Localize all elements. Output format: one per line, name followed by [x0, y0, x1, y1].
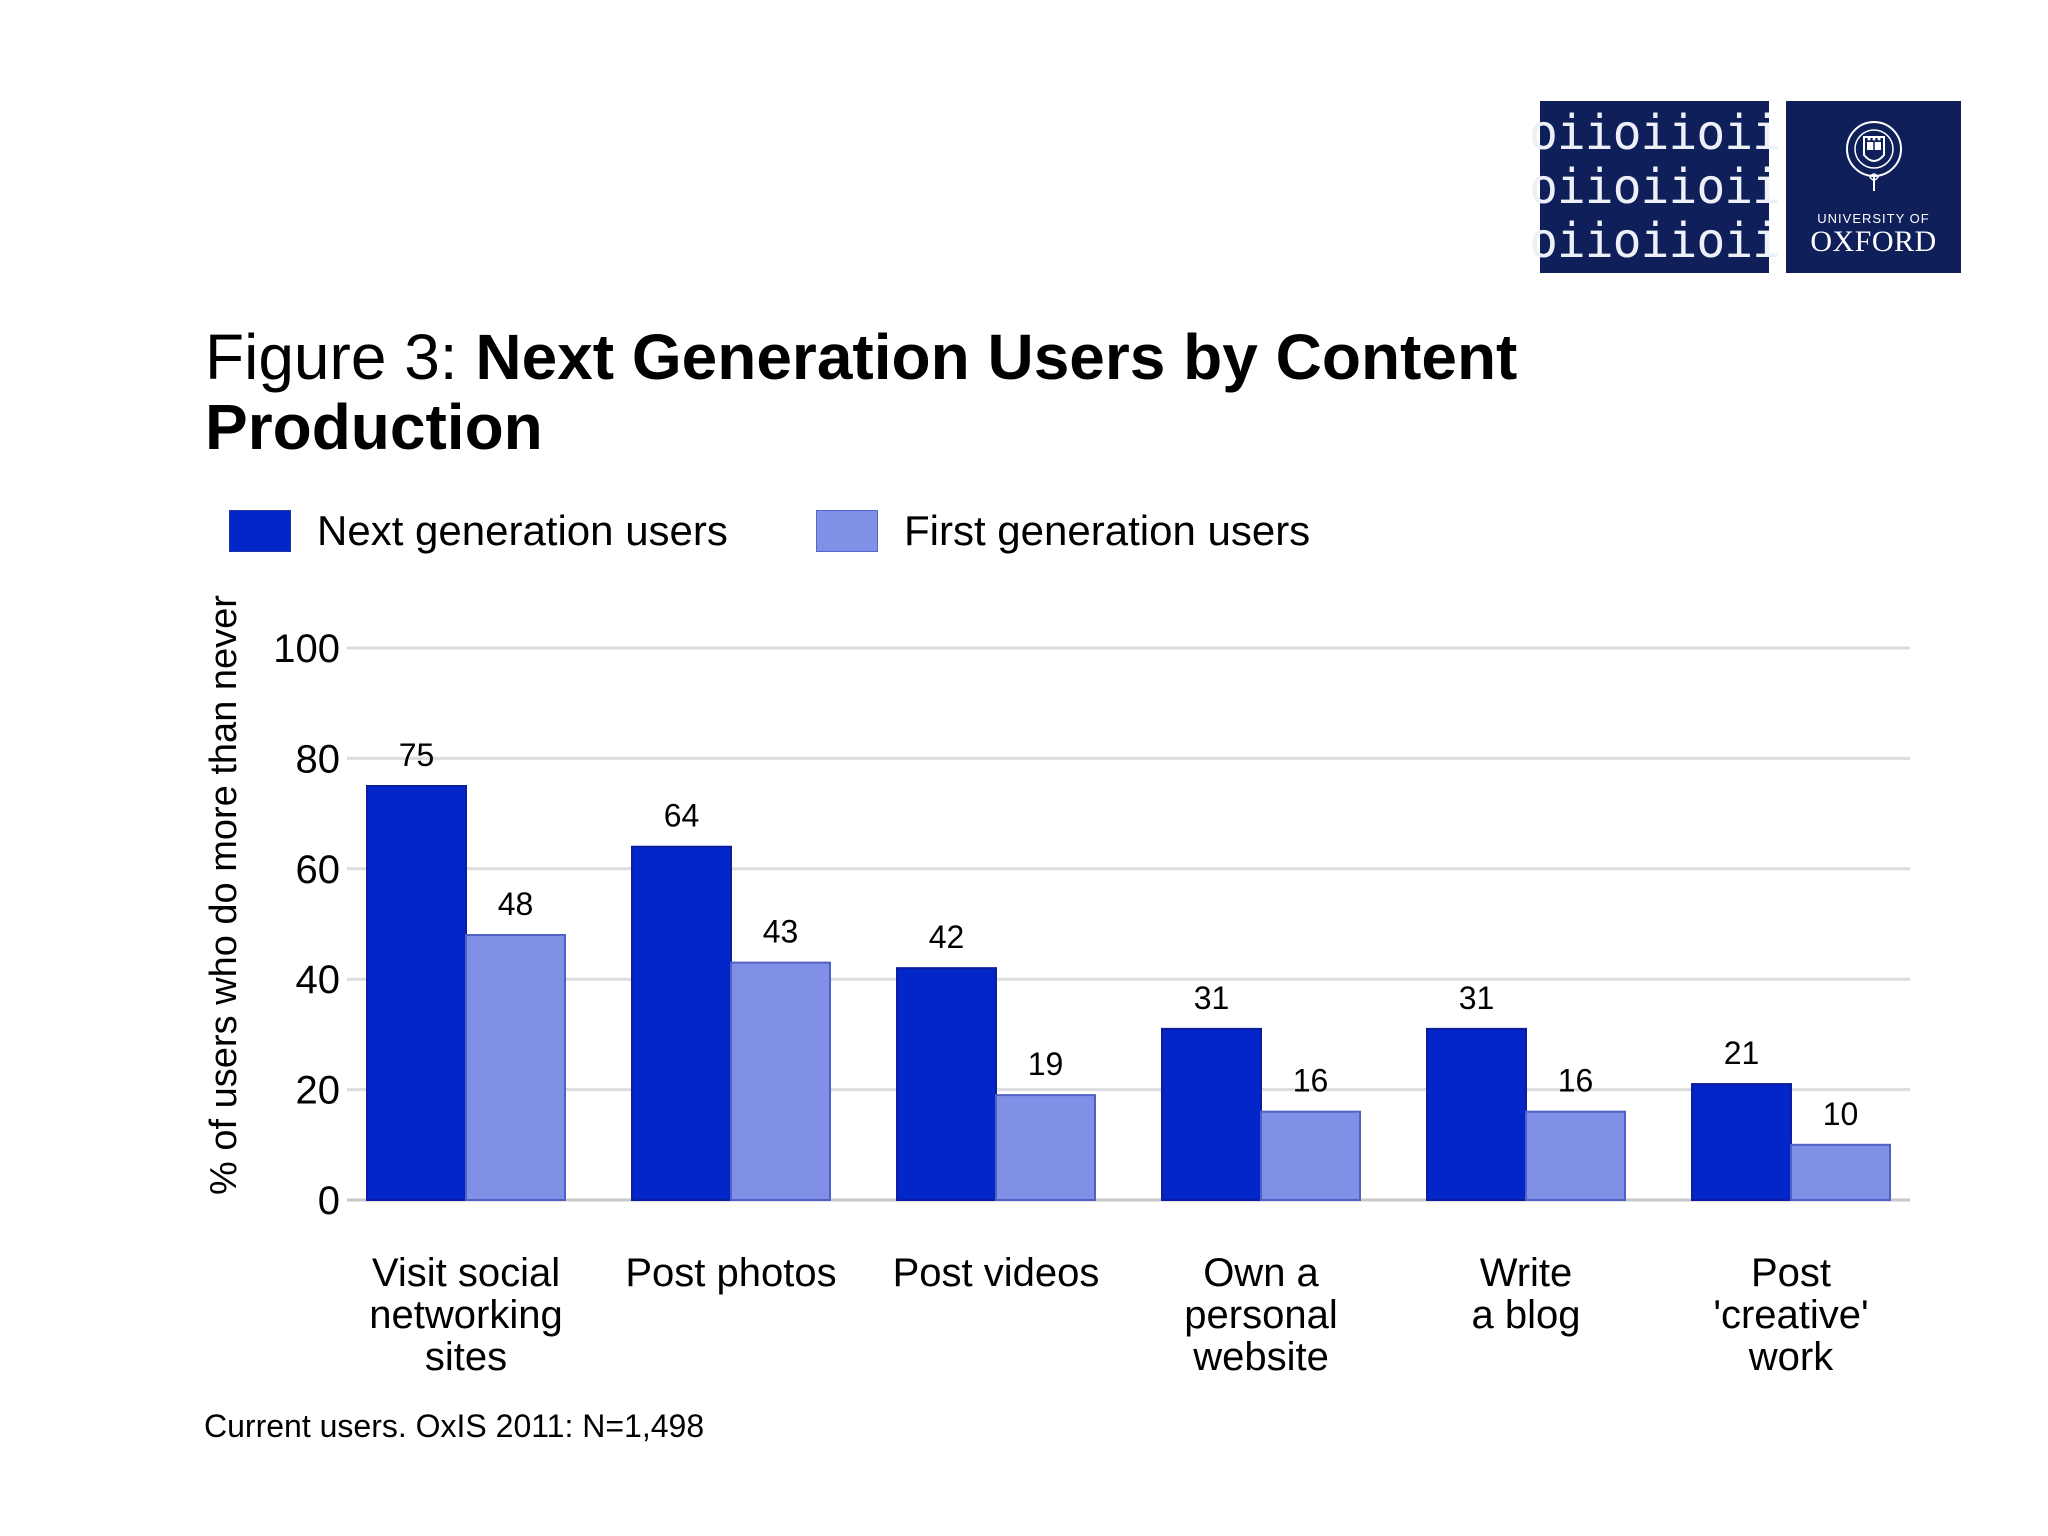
footnote: Current users. OxIS 2011: N=1,498: [204, 1408, 705, 1444]
bar-next-generation: [896, 967, 997, 1201]
bar-first-generation: [1790, 1143, 1891, 1202]
x-category-label: Post: [1751, 1251, 1831, 1295]
oii-logo-row: oiioiioii: [1528, 213, 1781, 269]
y-tick-label: 40: [296, 958, 341, 1002]
data-label: 21: [1724, 1035, 1760, 1071]
x-category-label: Own a: [1203, 1251, 1319, 1295]
legend-swatch-next-generation: [229, 510, 291, 552]
x-category-label: 'creative': [1713, 1293, 1868, 1337]
x-category-label: Write: [1480, 1251, 1573, 1295]
x-category-label: Post photos: [625, 1251, 836, 1295]
oxford-label: OXFORD: [1810, 225, 1937, 258]
data-label: 43: [763, 914, 799, 950]
bar-next-generation: [366, 785, 467, 1201]
oii-logo-block: oiioiioii oiioiioii oiioiioii: [1529, 101, 1781, 273]
data-label: 31: [1459, 980, 1495, 1016]
data-label: 42: [929, 919, 965, 955]
bar-first-generation: [730, 961, 831, 1202]
oii-logo-row: oiioiioii: [1528, 105, 1781, 161]
figure-title-main: Next Generation Users by Content Product…: [205, 321, 1518, 463]
data-label: 48: [498, 886, 534, 922]
bar-next-generation: [1426, 1027, 1527, 1201]
x-category-label: work: [1748, 1335, 1834, 1379]
figure-title: Figure 3: Next Generation Users by Conte…: [205, 322, 1825, 462]
y-axis-title: % of users who do more than never: [203, 595, 245, 1195]
legend-swatch-first-generation: [816, 510, 878, 552]
data-label: 19: [1028, 1046, 1064, 1082]
data-label: 75: [399, 737, 435, 773]
bar-first-generation: [1260, 1110, 1361, 1202]
y-tick-label: 100: [273, 627, 340, 671]
bar-first-generation: [995, 1094, 1096, 1201]
oxford-crest-icon: [1846, 121, 1902, 191]
y-tick-label: 20: [296, 1069, 341, 1113]
data-label: 16: [1293, 1063, 1329, 1099]
bar-next-generation: [1161, 1027, 1262, 1201]
university-of-label: UNIVERSITY OF: [1817, 211, 1930, 226]
y-tick-label: 0: [318, 1179, 340, 1223]
data-label: 64: [664, 798, 700, 834]
x-category-label: sites: [425, 1335, 507, 1379]
data-label: 16: [1558, 1063, 1594, 1099]
x-category-label: Visit social: [372, 1251, 560, 1295]
figure-title-prefix: Figure 3:: [205, 321, 476, 393]
data-label: 31: [1194, 980, 1230, 1016]
y-tick-label: 60: [296, 848, 341, 892]
x-category-label: Post videos: [893, 1251, 1100, 1295]
x-category-label: website: [1192, 1335, 1329, 1379]
legend-label-first-generation: First generation users: [904, 507, 1311, 554]
bar-next-generation: [631, 845, 732, 1201]
x-category-label: networking: [369, 1293, 562, 1337]
x-category-label: personal: [1184, 1293, 1337, 1337]
x-category-label: a blog: [1472, 1293, 1581, 1337]
oii-logo-row: oiioiioii: [1528, 159, 1781, 215]
data-label: 10: [1823, 1096, 1859, 1132]
university-of-oxford-logo: UNIVERSITY OF OXFORD: [1786, 101, 1961, 273]
y-tick-label: 80: [296, 737, 341, 781]
bar-first-generation: [1525, 1110, 1626, 1202]
legend-label-next-generation: Next generation users: [317, 507, 728, 554]
bar-next-generation: [1691, 1083, 1792, 1201]
bar-first-generation: [465, 934, 566, 1201]
oxford-internet-institute-logo: oiioiioii oiioiioii oiioiioii UNIVERSITY…: [1529, 101, 1961, 273]
